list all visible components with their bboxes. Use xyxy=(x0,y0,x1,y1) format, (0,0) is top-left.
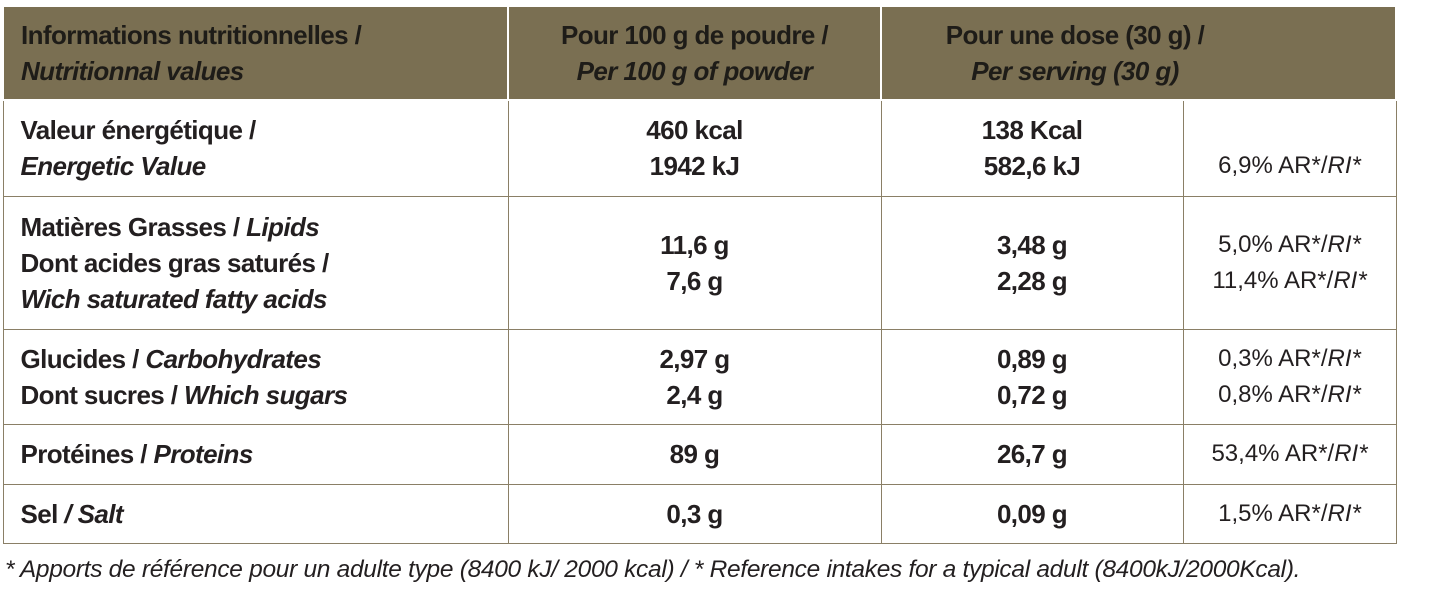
energy-per100-kj: 1942 kJ xyxy=(649,151,740,182)
sat-fat-label-en: Wich saturated fatty acids xyxy=(20,283,328,314)
header-col2-fr: Pour 100 g de poudre / xyxy=(560,20,829,50)
salt-row: Sel / Salt 0,3 g 0,09 g 1,5% AR*/RI* xyxy=(2,483,1397,544)
energy-serving-kj: 582,6 kJ xyxy=(983,151,1081,182)
fat-ri-suffix: RI* xyxy=(1327,230,1361,258)
energy-label-fr: Valeur énergétique / xyxy=(20,115,257,146)
sat-fat-per100-value: 7,6 g xyxy=(666,265,723,296)
energy-ri-value: 6,9% AR*/ xyxy=(1218,151,1328,179)
carbs-ri-value: 0,3% AR*/ xyxy=(1218,344,1328,372)
energy-per100: 460 kcal 1942 kJ xyxy=(507,99,882,197)
protein-label-fr: Protéines / xyxy=(20,439,154,469)
header-per-serving: Pour une dose (30 g) / Per serving (30 g… xyxy=(880,5,1397,101)
fat-serving: 3,48 g 2,28 g xyxy=(880,195,1184,330)
salt-label-fr: Sel xyxy=(20,498,65,529)
energy-label: Valeur énergétique / Energetic Value xyxy=(2,99,509,197)
header-col1-fr: Informations nutritionnelles / xyxy=(21,20,362,50)
sat-fat-serving-value: 2,28 g xyxy=(996,265,1068,296)
fat-row: Matières Grasses / Lipids Dont acides gr… xyxy=(2,195,1397,330)
fat-ri-value: 5,0% AR*/ xyxy=(1218,230,1328,258)
carbs-label-en: Carbohydrates xyxy=(145,343,322,374)
energy-serving-kcal: 138 Kcal xyxy=(981,115,1083,146)
protein-label-en: Proteins xyxy=(153,439,253,469)
protein-row: Protéines / Proteins 89 g 26,7 g 53,4% A… xyxy=(2,423,1397,485)
sugars-label-en: Which sugars xyxy=(184,379,348,410)
fat-serving-value: 3,48 g xyxy=(996,229,1068,260)
carbs-ri: 0,3% AR*/RI* 0,8% AR*/RI* xyxy=(1182,328,1397,425)
salt-serving-value: 0,09 g xyxy=(880,483,1184,544)
salt-label-en: / Salt xyxy=(64,498,123,529)
protein-label: Protéines / Proteins xyxy=(2,423,509,485)
protein-per100-value: 89 g xyxy=(507,423,882,485)
protein-ri-suffix: RI* xyxy=(1334,440,1368,467)
protein-ri-value: 53,4% AR*/ xyxy=(1211,440,1335,467)
salt-label: Sel / Salt xyxy=(2,483,509,544)
carbs-ri-suffix: RI* xyxy=(1327,344,1361,372)
header-col1-en: Nutritionnal values xyxy=(21,56,244,86)
sugars-label-fr: Dont sucres / xyxy=(20,379,185,410)
energy-ri-suffix: RI* xyxy=(1327,151,1361,179)
carbs-serving-value: 0,89 g xyxy=(996,343,1068,374)
energy-per100-kcal: 460 kcal xyxy=(646,115,743,146)
sugars-ri-suffix: RI* xyxy=(1327,380,1361,408)
carbs-label-fr: Glucides / xyxy=(20,343,146,374)
salt-per100-value: 0,3 g xyxy=(507,483,882,544)
reference-intake-footnote: * Apports de référence pour un adulte ty… xyxy=(5,556,1301,583)
salt-ri-suffix: RI* xyxy=(1327,499,1361,527)
header-per-100g: Pour 100 g de poudre / Per 100 g of powd… xyxy=(507,5,882,101)
header-row: Informations nutritionnelles / Nutrition… xyxy=(2,5,1397,101)
carbs-row: Glucides / Carbohydrates Dont sucres / W… xyxy=(2,328,1397,425)
salt-ri: 1,5% AR*/RI* xyxy=(1182,483,1397,544)
salt-ri-value: 1,5% AR*/ xyxy=(1218,499,1328,527)
sat-fat-label-fr: Dont acides gras saturés / xyxy=(20,247,330,278)
carbs-serving: 0,89 g 0,72 g xyxy=(880,328,1184,425)
protein-ri: 53,4% AR*/RI* xyxy=(1182,423,1397,485)
carbs-label: Glucides / Carbohydrates Dont sucres / W… xyxy=(2,328,509,425)
fat-ri: 5,0% AR*/RI* 11,4% AR*/RI* xyxy=(1182,195,1397,330)
fat-per100-value: 11,6 g xyxy=(660,229,729,260)
sugars-ri-value: 0,8% AR*/ xyxy=(1218,380,1328,408)
sugars-per100-value: 2,4 g xyxy=(666,379,723,410)
sugars-serving-value: 0,72 g xyxy=(996,379,1068,410)
protein-serving-value: 26,7 g xyxy=(880,423,1184,485)
header-col3-en: Per serving (30 g) xyxy=(971,56,1179,86)
header-col2-en: Per 100 g of powder xyxy=(576,56,813,86)
fat-label-fr: Matières Grasses / xyxy=(20,211,247,242)
energy-label-en: Energetic Value xyxy=(20,151,207,182)
fat-per100: 11,6 g 7,6 g xyxy=(507,195,882,330)
energy-ri: 6,9% AR*/RI* xyxy=(1182,99,1397,197)
header-col3-fr: Pour une dose (30 g) / xyxy=(945,20,1205,50)
energy-serving: 138 Kcal 582,6 kJ xyxy=(880,99,1184,197)
carbs-per100: 2,97 g 2,4 g xyxy=(507,328,882,425)
fat-label: Matières Grasses / Lipids Dont acides gr… xyxy=(2,195,509,330)
header-nutrition-info: Informations nutritionnelles / Nutrition… xyxy=(2,5,509,101)
nutrition-table: Informations nutritionnelles / Nutrition… xyxy=(2,5,1397,544)
energy-row: Valeur énergétique / Energetic Value 460… xyxy=(2,99,1397,197)
sat-fat-ri-value: 11,4% AR*/ xyxy=(1212,266,1334,294)
sat-fat-ri-suffix: RI* xyxy=(1333,266,1367,294)
fat-label-en: Lipids xyxy=(246,211,320,242)
carbs-per100-value: 2,97 g xyxy=(659,343,730,374)
